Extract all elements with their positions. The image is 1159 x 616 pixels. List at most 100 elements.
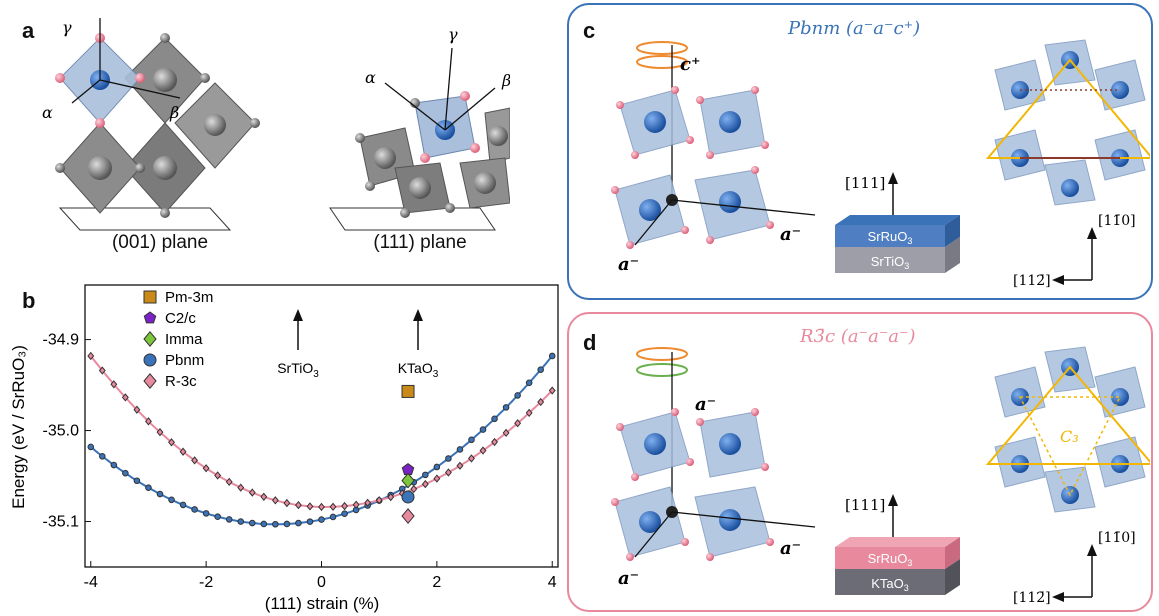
data-point-pm-3m	[401, 384, 415, 398]
curve-point-pbnm	[237, 518, 245, 525]
curve-point-pbnm	[491, 415, 498, 423]
x-tick-label: 4	[548, 574, 557, 591]
curve-point-r-3c	[294, 500, 302, 510]
data-point-pbnm	[401, 490, 415, 504]
curve-point-r-3c	[433, 474, 441, 483]
curve-point-r-3c	[248, 488, 256, 497]
film-stack-d	[835, 537, 960, 595]
top-view-r3c	[985, 346, 1150, 513]
curve-point-r-3c	[410, 484, 418, 494]
curve-point-r-3c	[225, 477, 233, 487]
curve-point-pbnm	[225, 516, 233, 523]
curve-point-pbnm	[156, 490, 164, 498]
curve-point-r-3c	[548, 386, 556, 395]
curve-point-r-3c	[387, 492, 395, 502]
curve-point-r-3c	[156, 428, 164, 437]
dir-11m2-label-c: [112̄]	[1013, 273, 1051, 289]
substrate-annotations: SrTiO3 KTaO3	[277, 309, 439, 380]
curve-point-pbnm	[468, 436, 475, 444]
curve-point-r-3c	[421, 479, 429, 489]
top-view-pbnm	[985, 39, 1150, 206]
panel-d-frame	[567, 312, 1153, 612]
curve-point-pbnm	[272, 520, 279, 528]
a-minus-axis-right-d: a⁻	[780, 538, 801, 559]
panel-d-structure: a⁻ a⁻ a⁻ SrRuO3 KTaO3 [111] C₃ [11̄0] [1…	[611, 346, 1150, 606]
curve-point-pbnm	[306, 518, 314, 525]
curve-point-r-3c	[237, 483, 245, 492]
data-point-imma	[401, 472, 415, 489]
legend-label-c2/c: C2/c	[165, 310, 196, 327]
panel-c-frame	[567, 3, 1153, 300]
curve-point-r-3c	[110, 380, 118, 389]
curve-point-r-3c	[329, 502, 337, 511]
legend-label-pm-3m: Pm-3m	[165, 289, 213, 306]
panel-c-structure: c⁺ a⁻ a⁻ SrRuO3 SrTiO3 [111] [11̄0]	[611, 39, 1150, 289]
curve-point-pbnm	[214, 513, 221, 520]
energy-strain-chart: Energy (eV / SrRuO₃) (111) strain (%) -4…	[9, 284, 559, 613]
curve-point-pbnm	[87, 443, 95, 451]
curve-point-r-3c	[318, 502, 325, 512]
curve-point-pbnm	[422, 471, 429, 479]
curve-point-pbnm	[283, 520, 291, 528]
curve-point-pbnm	[341, 510, 348, 518]
panel-d-label: d	[583, 330, 597, 355]
c-plus-axis-label: c⁺	[680, 54, 700, 75]
curve-point-pbnm	[525, 379, 533, 387]
film-label-d: SrRuO3	[868, 551, 913, 568]
y-tick-label: -35.0	[43, 423, 80, 440]
curve-point-r-3c	[514, 419, 522, 428]
curve-point-pbnm	[318, 516, 325, 523]
y-axis-label: Energy (eV / SrRuO₃)	[9, 345, 28, 509]
panel-b-label: b	[22, 288, 36, 313]
curve-point-r-3c	[352, 500, 360, 509]
dir-11m2-label-d: [112̄]	[1013, 590, 1051, 606]
octahedra-001	[55, 18, 260, 218]
curve-point-pbnm	[445, 455, 452, 462]
curve-point-r-3c	[468, 454, 475, 463]
curve-point-r-3c	[202, 464, 210, 473]
a-minus-axis-left: a⁻	[618, 254, 639, 275]
curve-point-r-3c	[283, 498, 291, 508]
x-tick-label: -2	[199, 574, 213, 591]
curve-point-r-3c	[260, 492, 268, 501]
curve-pbnm	[90, 355, 553, 526]
plane-001-label: (001) plane	[111, 232, 209, 253]
substrate-label-d: KTaO3	[871, 576, 909, 593]
curve-point-r-3c	[98, 366, 106, 375]
ktao3-annotation: KTaO3	[398, 360, 439, 380]
curve-point-r-3c	[214, 471, 222, 480]
curve-point-r-3c	[133, 405, 141, 414]
curve-point-r-3c	[306, 502, 314, 511]
x-tick-label: 0	[317, 574, 326, 591]
curve-point-pbnm	[110, 461, 118, 469]
curve-point-pbnm	[537, 366, 544, 373]
curve-point-r-3c	[191, 456, 199, 465]
octahedra-pbnm	[611, 86, 774, 249]
curve-point-pbnm	[179, 501, 187, 509]
legend-marker-pbnm	[143, 353, 157, 367]
curve-point-r-3c	[271, 496, 279, 505]
curve-point-r-3c	[444, 468, 452, 477]
legend-marker-r-3c	[143, 373, 157, 389]
curve-point-r-3c	[537, 397, 545, 407]
legend-marker-pm-3m	[143, 290, 157, 304]
film-label-c: SrRuO3	[868, 229, 913, 246]
curve-point-pbnm	[295, 519, 302, 527]
x-axis-label: (111) strain (%)	[265, 594, 380, 613]
curve-point-pbnm	[502, 404, 510, 411]
c-plus-rotation-icon	[636, 41, 688, 69]
alpha-label-001: α	[42, 103, 53, 122]
panel-c-title: Pbnm (a⁻a⁻c⁺)	[788, 18, 921, 39]
curve-point-pbnm	[122, 469, 129, 477]
panel-c-label: c	[583, 18, 596, 43]
curve-point-pbnm	[433, 463, 441, 471]
panel-a-structures: γ α β γ α β	[42, 18, 510, 231]
plane-111-label: (111) plane	[373, 232, 467, 253]
dir-1m10-label-d: [11̄0]	[1098, 530, 1136, 546]
curve-point-r-3c	[525, 408, 533, 418]
substrate-label-c: SrTiO3	[871, 254, 909, 271]
curve-point-pbnm	[202, 510, 210, 517]
curve-point-pbnm	[145, 484, 152, 491]
beta-label-001: β	[169, 103, 179, 122]
gamma-label-001: γ	[62, 18, 72, 37]
